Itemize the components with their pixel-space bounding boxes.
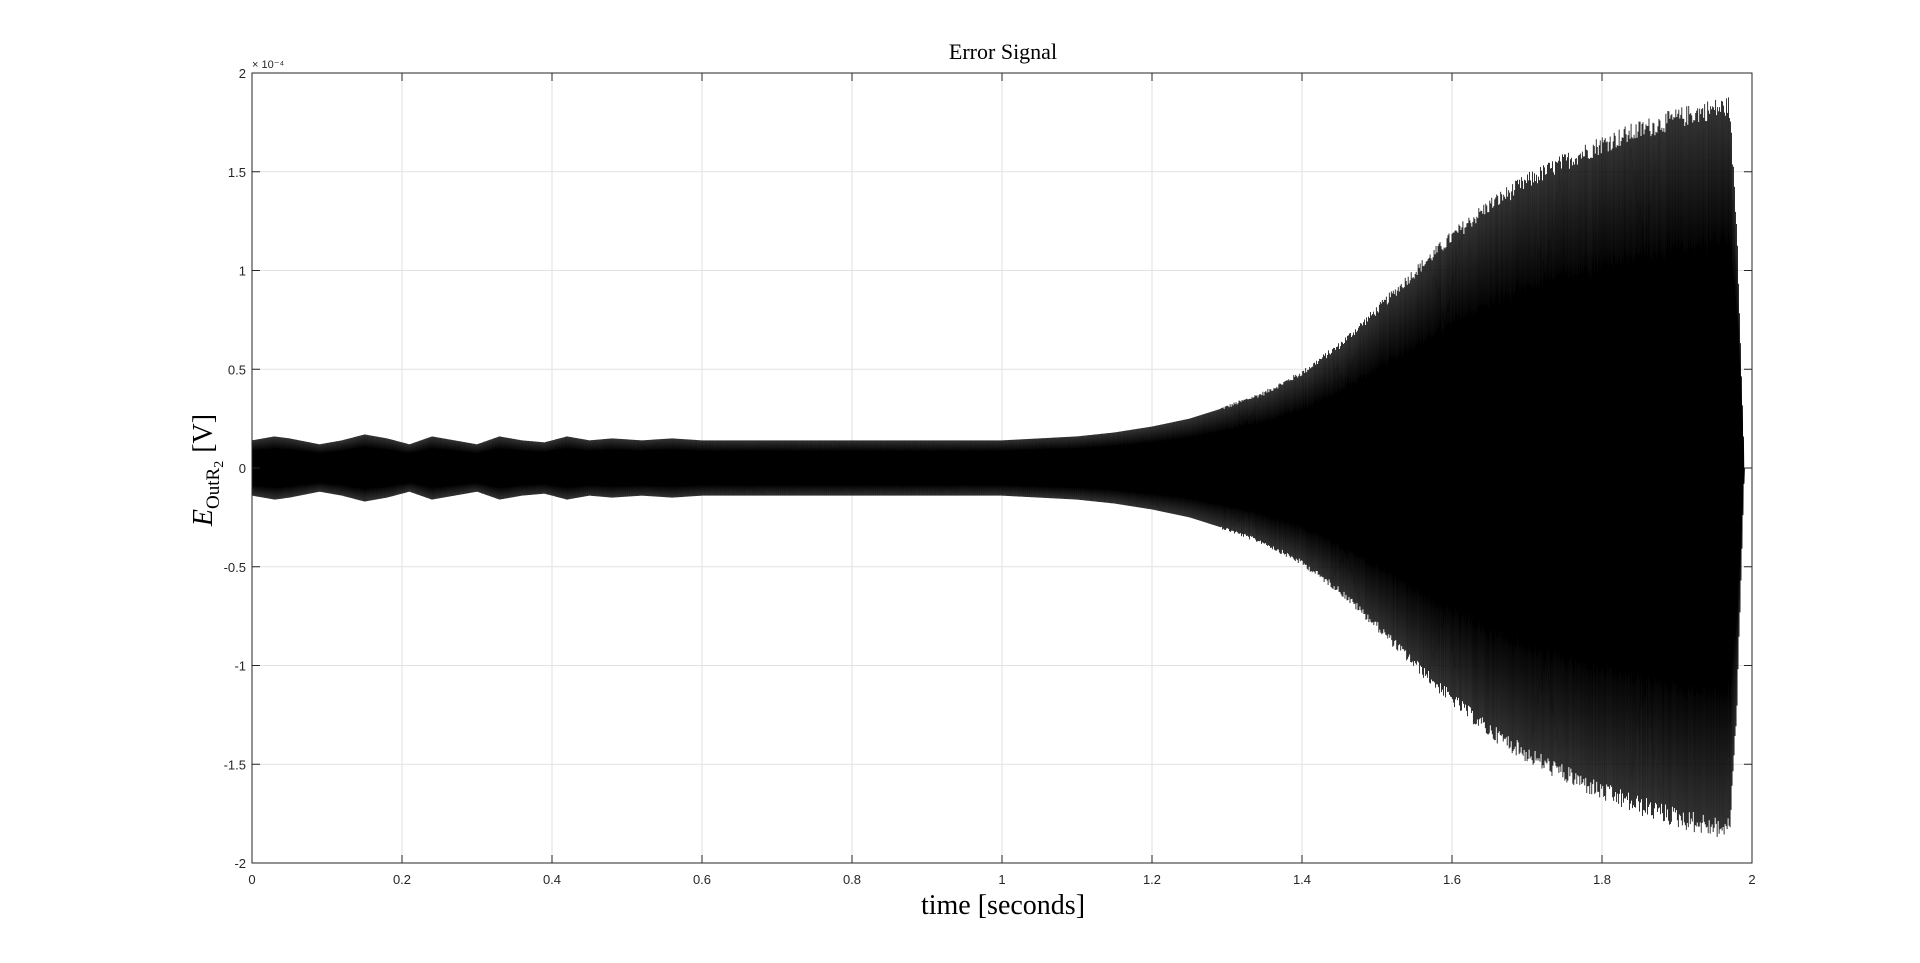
x-tick-label: 0.8 [843,872,861,887]
x-tick-label: 1.6 [1443,872,1461,887]
y-axis-label-symbol: E [188,509,219,527]
y-tick-label: 2 [239,66,246,81]
x-tick-label: 0.4 [543,872,561,887]
x-axis-label: time [seconds] [921,890,1085,921]
x-tick-labels: 0 0.2 0.4 0.6 0.8 1 1.2 1.4 1.6 1.8 2 [248,872,1755,887]
x-tick-label: 1.8 [1593,872,1611,887]
y-tick-label: 1 [239,264,246,279]
y-tick-labels: 2 1.5 1 0.5 0 -0.5 -1 -1.5 -2 [224,66,246,871]
x-tick-label: 0 [248,872,255,887]
y-tick-label: -2 [234,856,246,871]
y-tick-label: 0 [239,461,246,476]
error-signal-trace [251,97,1745,837]
y-axis-label-unit: [V] [188,414,219,453]
x-tick-label: 1 [998,872,1005,887]
chart-title: Error Signal [949,39,1057,64]
y-tick-label: -1.5 [224,757,246,772]
ticks [251,72,1753,864]
y-exponent-label: × 10⁻⁴ [252,59,285,71]
y-tick-label: 0.5 [228,362,246,377]
svg-text:EOutR2[V]: EOutR2 [V] [188,414,227,527]
x-tick-label: 0.2 [393,872,411,887]
y-axis-label-subscript-index: 2 [212,461,227,468]
y-tick-label: -0.5 [224,560,246,575]
x-tick-label: 1.4 [1293,872,1311,887]
y-axis-label-subscript: OutR [203,467,224,509]
y-axis-label: EOutR2 [V] [188,414,227,527]
x-tick-label: 2 [1748,872,1755,887]
y-tick-label: 1.5 [228,165,246,180]
x-tick-label: 1.2 [1143,872,1161,887]
x-tick-label: 0.6 [693,872,711,887]
plot-area: 0 0.2 0.4 0.6 0.8 1 1.2 1.4 1.6 1.8 2 2 1.5 1 0.5 0 -0.… [224,66,1756,887]
y-tick-label: -1 [234,659,246,674]
